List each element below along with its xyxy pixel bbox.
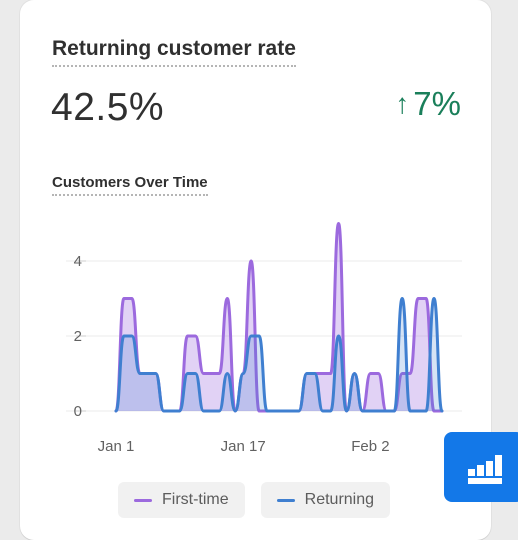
area-first-time	[116, 223, 442, 411]
customers-over-time-chart[interactable]: 0 2 4 Jan 1 Jan 17 Feb 2	[0, 200, 518, 470]
y-tick-label: 4	[74, 253, 82, 270]
y-tick-label: 0	[74, 403, 82, 420]
legend-label-first-time: First-time	[162, 491, 229, 508]
arrow-up-icon: ↑	[395, 88, 410, 119]
card-title[interactable]: Returning customer rate	[52, 36, 296, 67]
legend-label-returning: Returning	[304, 491, 375, 508]
y-tick-label: 2	[74, 328, 82, 345]
legend-item-returning[interactable]: Returning	[260, 482, 391, 518]
series-line-returning	[114, 297, 444, 413]
x-tick-label: Jan 17	[221, 438, 266, 455]
first-time-swatch	[134, 498, 152, 502]
legend-item-first-time[interactable]: First-time	[118, 482, 245, 518]
chart-title[interactable]: Customers Over Time	[52, 174, 208, 196]
x-tick-label: Feb 2	[351, 438, 389, 455]
chart-legend: First-time Returning	[118, 482, 391, 518]
area-returning	[116, 298, 442, 411]
returning-customer-rate-card: Returning customer rate 42.5% ↑ 7% Custo…	[20, 0, 491, 540]
returning-swatch	[276, 498, 295, 502]
analytics-button[interactable]	[444, 432, 518, 502]
delta-value: 7%	[413, 85, 461, 122]
series-line-first-time	[114, 222, 444, 413]
metric-value: 42.5%	[51, 86, 165, 129]
delta-badge: ↑ 7%	[395, 84, 461, 124]
bar-chart-icon	[468, 455, 502, 484]
x-tick-label: Jan 1	[98, 438, 135, 455]
